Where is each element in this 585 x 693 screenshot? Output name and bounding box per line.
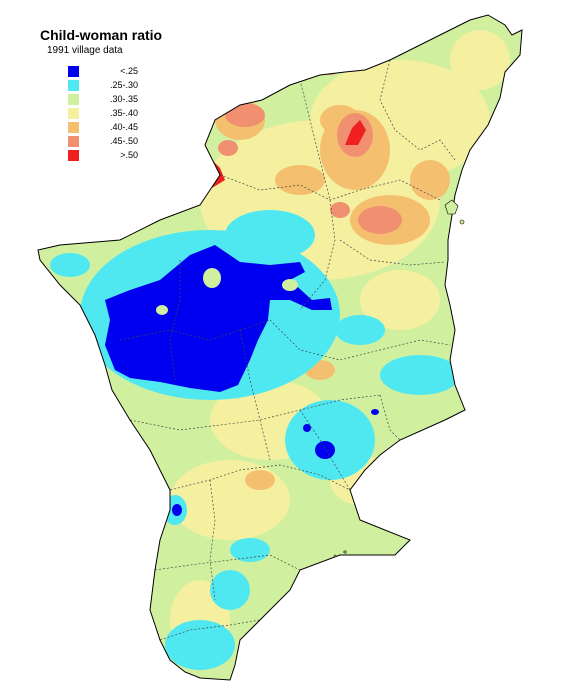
legend-item: .45-.50 — [68, 135, 138, 149]
district-boundaries — [119, 59, 456, 641]
legend-label: .25-.30 — [109, 80, 138, 90]
islands — [333, 199, 465, 558]
legend-swatch — [68, 108, 79, 119]
legend-label: .35-.40 — [109, 108, 138, 118]
holes-in-low-region — [156, 268, 298, 315]
legend-swatch — [68, 66, 79, 77]
legend-swatch — [68, 122, 79, 133]
legend-label: .30-.35 — [109, 94, 138, 104]
legend-item: .30-.35 — [68, 93, 138, 107]
legend-swatch — [68, 136, 79, 147]
legend-item: >.50 — [68, 149, 138, 163]
legend-item: <.25 — [68, 65, 138, 79]
map-subtitle: 1991 village data — [47, 45, 123, 56]
legend-label: <.25 — [120, 66, 138, 76]
legend-label: .45-.50 — [109, 136, 138, 146]
legend-swatch — [68, 94, 79, 105]
legend-swatch — [68, 80, 79, 91]
legend-item: .35-.40 — [68, 107, 138, 121]
map-title: Child-woman ratio — [40, 27, 163, 43]
legend-label: >.50 — [120, 150, 138, 160]
legend-item: .40-.45 — [68, 121, 138, 135]
legend: <.25 .25-.30 .30-.35 .35-.40 .40-.45 .45… — [68, 65, 138, 163]
band-very-low — [105, 245, 379, 516]
legend-swatch — [68, 150, 79, 161]
legend-item: .25-.30 — [68, 79, 138, 93]
legend-label: .40-.45 — [109, 122, 138, 132]
